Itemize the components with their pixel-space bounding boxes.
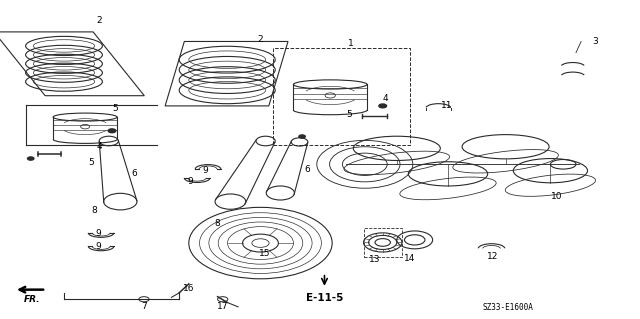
Text: 10: 10 (551, 192, 563, 201)
Text: 11: 11 (441, 101, 452, 110)
Circle shape (379, 104, 387, 108)
Text: 6: 6 (305, 165, 310, 174)
Text: 8: 8 (92, 206, 97, 215)
Text: 4: 4 (97, 142, 102, 151)
Text: E-11-5: E-11-5 (306, 293, 343, 303)
Circle shape (299, 135, 305, 138)
Text: 2: 2 (257, 35, 262, 44)
Text: 9: 9 (188, 177, 193, 186)
Text: 17: 17 (217, 302, 228, 311)
Text: 9: 9 (95, 229, 100, 238)
Text: 9: 9 (95, 242, 100, 251)
Text: 2: 2 (97, 16, 102, 25)
Text: 3: 3 (593, 37, 598, 46)
Text: 4: 4 (383, 94, 388, 103)
Text: 1: 1 (348, 39, 353, 48)
Text: 12: 12 (487, 252, 499, 261)
Text: 16: 16 (183, 284, 195, 293)
Text: 6: 6 (132, 169, 137, 178)
Text: 9: 9 (202, 166, 207, 175)
Text: SZ33-E1600A: SZ33-E1600A (482, 303, 533, 312)
Text: 5: 5 (113, 104, 118, 113)
Circle shape (28, 157, 34, 160)
Text: 7: 7 (141, 302, 147, 311)
Circle shape (108, 129, 116, 133)
Text: 15: 15 (259, 249, 270, 258)
Text: 5: 5 (89, 158, 94, 167)
Text: 14: 14 (404, 254, 415, 263)
Text: 8: 8 (215, 219, 220, 228)
Text: 13: 13 (369, 256, 380, 264)
Text: FR.: FR. (24, 295, 40, 304)
Text: 5: 5 (346, 110, 351, 119)
